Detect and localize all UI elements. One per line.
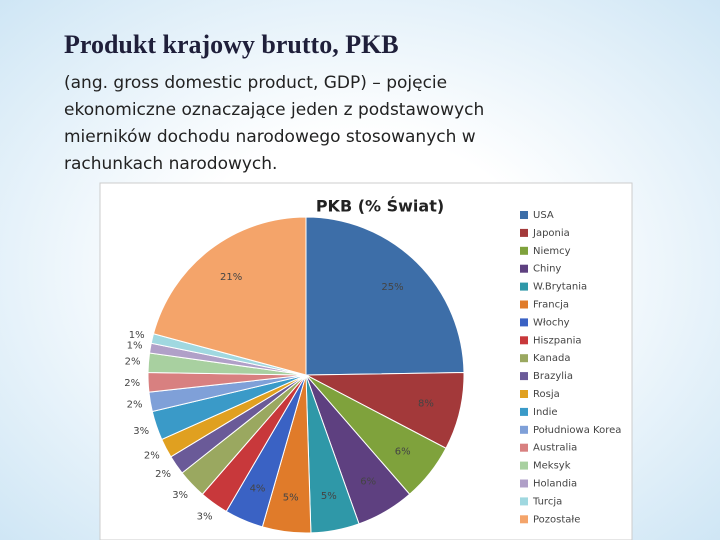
legend-label: Meksyk <box>533 461 571 472</box>
legend-label: Turcja <box>532 496 562 507</box>
legend-label: Włochy <box>533 317 570 328</box>
data-label: 2% <box>144 451 160 462</box>
data-label: 5% <box>321 491 337 502</box>
legend-label: Hiszpania <box>533 335 581 346</box>
legend-swatch <box>520 407 528 416</box>
legend-label: Chiny <box>533 264 561 275</box>
data-label: 5% <box>283 492 299 503</box>
data-label: 2% <box>127 400 143 411</box>
legend-swatch <box>520 372 528 381</box>
pie-slice <box>152 216 307 376</box>
legend-label: Kanada <box>533 353 570 364</box>
legend-swatch <box>520 282 528 291</box>
legend-swatch <box>520 354 528 363</box>
legend-swatch <box>520 246 528 255</box>
legend-label: Południowa Korea <box>533 425 621 436</box>
legend-swatch <box>520 497 528 506</box>
legend-label: USA <box>533 210 554 221</box>
legend-label: Niemcy <box>533 246 571 257</box>
data-label: 3% <box>133 426 149 437</box>
legend-label: Holandia <box>533 479 577 490</box>
legend-swatch <box>520 318 528 327</box>
data-label: 4% <box>250 483 266 494</box>
legend-swatch <box>520 461 528 470</box>
data-label: 3% <box>172 490 188 501</box>
data-label: 1% <box>127 340 143 351</box>
legend-swatch <box>520 228 528 237</box>
data-label: 3% <box>197 511 213 522</box>
text-line: rachunkach narodowych. <box>64 154 278 174</box>
chart-title: PKB (% Świat) <box>316 197 444 216</box>
legend-label: Rosja <box>533 389 560 400</box>
legend-label: Indie <box>533 407 558 418</box>
text-line: ekonomiczne oznaczające jeden z podstawo… <box>64 100 485 120</box>
legend-label: Australia <box>533 443 577 454</box>
legend-swatch <box>520 336 528 345</box>
data-label: 6% <box>395 446 411 457</box>
legend-label: W.Brytania <box>533 282 587 293</box>
legend-label: Japonia <box>532 228 570 239</box>
slide-text: (ang. gross domestic product, GDP) – poj… <box>64 70 484 178</box>
legend-label: Francja <box>533 300 569 311</box>
data-label: 1% <box>129 330 145 341</box>
data-label: 21% <box>220 272 242 283</box>
data-label: 6% <box>360 476 376 487</box>
legend-label: Pozostałe <box>533 514 580 525</box>
data-label: 8% <box>418 398 434 409</box>
legend-swatch <box>520 515 528 524</box>
legend-swatch <box>520 211 528 219</box>
data-label: 2% <box>155 469 171 480</box>
data-label: 2% <box>124 378 140 389</box>
text-line: (ang. gross domestic product, GDP) – poj… <box>64 73 448 93</box>
legend-label: Brazylia <box>533 371 573 382</box>
legend-swatch <box>520 300 528 309</box>
legend-swatch <box>520 390 528 398</box>
text-line: mierników dochodu narodowego stosowanych… <box>64 127 476 147</box>
legend-swatch <box>520 425 528 434</box>
legend-swatch <box>520 479 528 488</box>
data-label: 2% <box>125 356 141 367</box>
slide-title: Produkt krajowy brutto, PKB <box>64 30 399 59</box>
legend-swatch <box>520 264 528 273</box>
data-label: 25% <box>381 282 403 293</box>
legend-swatch <box>520 443 528 452</box>
pie-slice <box>305 216 465 376</box>
